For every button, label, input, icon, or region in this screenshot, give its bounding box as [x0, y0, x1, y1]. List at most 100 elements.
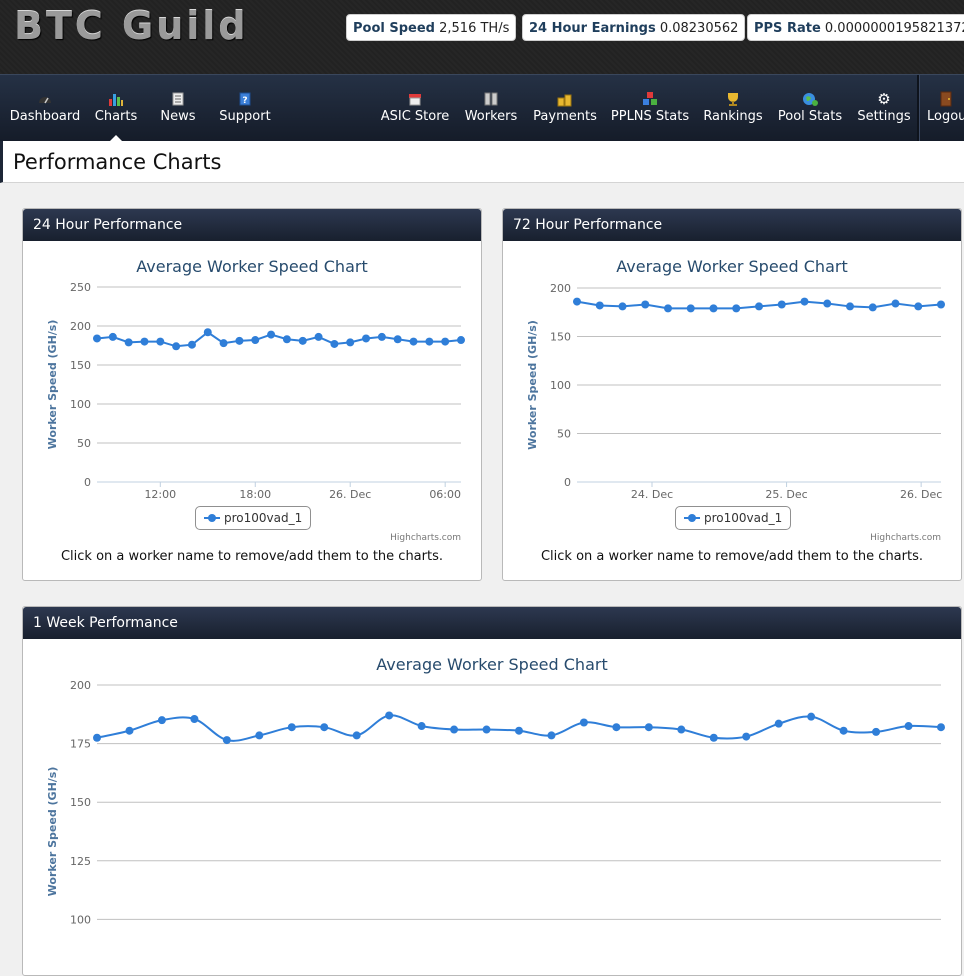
data-point	[385, 711, 394, 720]
data-point	[203, 328, 212, 337]
legend-24-series-name: pro100vad_1	[224, 511, 303, 525]
data-point	[393, 335, 402, 344]
chart-72-note: Click on a worker name to remove/add the…	[540, 549, 923, 564]
pps-rate-stat: PPS Rate 0.0000000195821372	[747, 14, 964, 41]
nav-dashboard[interactable]: Dashboard	[6, 75, 84, 141]
y-tick-label: 100	[550, 379, 571, 392]
chart-1-week: 75100125150175200Worker Speed (GH/s)	[46, 679, 945, 926]
data-point	[235, 336, 244, 345]
y-tick-label: 200	[550, 282, 571, 295]
nav-settings[interactable]: ⚙ Settings	[852, 75, 916, 141]
legend-dot-marker	[688, 514, 696, 522]
nav-pool-stats[interactable]: Pool Stats	[774, 75, 846, 141]
data-point	[282, 335, 291, 344]
x-tick-label: 26. Dec	[329, 488, 371, 501]
y-tick-label: 125	[70, 855, 91, 868]
x-tick-label: 06:00	[429, 488, 461, 501]
data-point	[774, 719, 783, 728]
data-point	[937, 300, 945, 309]
nav-asic-store-label: ASIC Store	[380, 109, 450, 124]
data-point	[664, 304, 672, 313]
data-point	[441, 337, 450, 346]
data-point	[140, 337, 149, 346]
panel-1-week: 1 Week Performance Average Worker Speed …	[22, 606, 962, 976]
bar-chart-icon	[108, 91, 124, 107]
panel-1-week-header: 1 Week Performance	[23, 607, 961, 639]
data-point	[425, 337, 434, 346]
pps-rate-value: 0.0000000195821372	[824, 21, 964, 36]
data-point	[267, 330, 276, 339]
trophy-icon	[725, 91, 741, 107]
data-point	[732, 304, 741, 313]
data-point	[891, 299, 900, 308]
data-point	[677, 725, 686, 734]
nav-pplns-stats[interactable]: PPLNS Stats	[606, 75, 694, 141]
x-tick-label: 24. Dec	[631, 488, 673, 501]
y-tick-label: 250	[70, 281, 91, 294]
y-axis-label: Worker Speed (GH/s)	[46, 767, 59, 897]
nav-support[interactable]: ? Support	[214, 75, 276, 141]
earnings-label: 24 Hour Earnings	[529, 21, 656, 36]
store-icon	[407, 91, 423, 107]
data-point	[872, 727, 881, 736]
nav-charts-label: Charts	[94, 109, 138, 124]
data-point	[644, 723, 653, 732]
data-point	[641, 300, 650, 309]
y-axis-label: Worker Speed (GH/s)	[46, 320, 59, 450]
data-point	[108, 332, 117, 341]
main-nav: Dashboard Charts News ? Support ASIC Sto…	[0, 74, 964, 141]
data-point	[172, 342, 181, 351]
data-point	[846, 302, 854, 311]
data-point	[93, 733, 101, 742]
data-point	[457, 336, 465, 345]
data-point	[190, 714, 199, 723]
nav-news-label: News	[160, 109, 196, 124]
nav-rankings[interactable]: Rankings	[700, 75, 766, 141]
y-tick-label: 150	[70, 796, 91, 809]
nav-settings-label: Settings	[857, 109, 911, 124]
chart-72-hour: 0 50 100 150 200 24. Dec 25. Dec 26. Dec Worker …	[526, 282, 945, 501]
data-point	[686, 304, 695, 313]
y-tick-label: 150	[550, 331, 571, 344]
chart-24-hour: 0 50 100 150 200 250 12:00 18:00 26. Dec 06:00 Wor…	[46, 281, 465, 501]
chart-24-note: Click on a worker name to remove/add the…	[60, 549, 443, 564]
y-tick-label: 100	[70, 913, 91, 926]
data-point	[255, 731, 264, 740]
data-point	[800, 297, 809, 306]
data-point	[314, 332, 323, 341]
nav-workers-label: Workers	[464, 109, 518, 124]
legend-24-hour[interactable]: pro100vad_1	[195, 506, 312, 530]
nav-asic-store[interactable]: ASIC Store	[376, 75, 454, 141]
nav-charts[interactable]: Charts	[88, 75, 144, 141]
y-tick-label: 175	[70, 738, 91, 751]
site-logo[interactable]: BTC Guild	[14, 4, 249, 48]
data-point	[417, 722, 426, 731]
nav-logout[interactable]: Logout	[924, 75, 964, 141]
nav-workers[interactable]: Workers	[460, 75, 522, 141]
legend-72-hour[interactable]: pro100vad_1	[675, 506, 792, 530]
y-tick-label: 100	[70, 398, 91, 411]
data-point	[219, 339, 228, 348]
data-point	[742, 732, 751, 741]
data-point	[377, 332, 386, 341]
pps-rate-label: PPS Rate	[754, 21, 821, 36]
data-point	[868, 303, 877, 312]
highcharts-credits[interactable]: Highcharts.com	[870, 533, 941, 543]
nav-payments[interactable]: Payments	[530, 75, 600, 141]
nav-payments-label: Payments	[533, 109, 597, 124]
nav-rankings-label: Rankings	[703, 109, 763, 124]
data-point	[93, 334, 101, 343]
newspaper-icon	[170, 91, 186, 107]
x-tick-label: 12:00	[144, 488, 176, 501]
data-point	[287, 723, 296, 732]
y-tick-label: 150	[70, 359, 91, 372]
earnings-value: 0.08230562	[659, 21, 739, 36]
nav-pool-stats-label: Pool Stats	[777, 109, 843, 124]
pool-speed-value: 2,516 TH/s	[439, 21, 510, 36]
data-point	[320, 723, 329, 732]
data-point	[777, 300, 786, 309]
highcharts-credits[interactable]: Highcharts.com	[390, 533, 461, 543]
nav-news[interactable]: News	[152, 75, 204, 141]
workers-icon	[483, 91, 499, 107]
data-point	[937, 723, 945, 732]
